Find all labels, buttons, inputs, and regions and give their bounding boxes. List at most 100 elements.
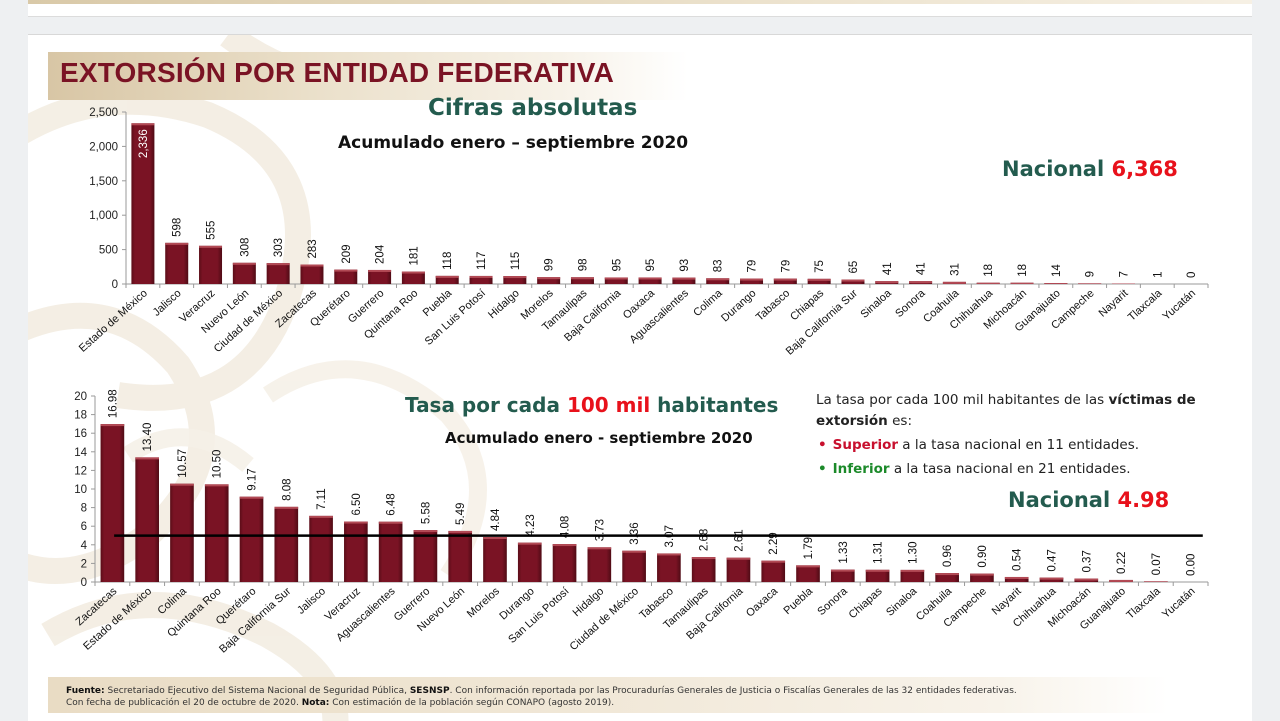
y-tick-label: 10: [74, 484, 87, 496]
previous-slide-edge: [28, 0, 1252, 17]
category-label: Sonora: [815, 585, 850, 618]
bar: [727, 558, 751, 582]
footer-source-rest: . Con información reportada por las Proc…: [450, 686, 1017, 696]
value-label: 2.61: [733, 529, 745, 551]
value-label: 5.58: [420, 502, 432, 524]
bar-highlight: [414, 530, 438, 532]
bar-highlight: [518, 543, 542, 545]
value-label: 16.98: [107, 389, 119, 418]
bar: [518, 543, 542, 582]
bar-highlight: [622, 551, 646, 553]
value-label: 2.68: [699, 529, 711, 551]
value-label: 3.73: [594, 519, 606, 541]
bar-highlight: [448, 531, 472, 533]
value-label: 1.31: [873, 541, 885, 563]
bar-highlight: [692, 557, 716, 559]
bar: [692, 557, 716, 582]
bar: [135, 457, 159, 582]
category-label: Morelos: [465, 585, 502, 620]
bar-highlight: [727, 558, 751, 560]
value-label: 5.49: [455, 503, 467, 525]
bar: [414, 530, 438, 582]
bar: [344, 522, 368, 582]
value-label: 0.47: [1046, 549, 1058, 571]
category-label: Tlaxcala: [1124, 585, 1163, 622]
y-tick-label: 2: [81, 558, 87, 570]
value-label: 13.40: [142, 423, 154, 452]
bar: [657, 553, 681, 582]
value-label: 7.11: [316, 488, 328, 510]
bar: [796, 565, 820, 582]
bar: [448, 531, 472, 582]
footer-source-label: Fuente:: [66, 686, 105, 696]
footer-source-text: Secretariado Ejecutivo del Sistema Nacio…: [105, 686, 410, 696]
value-label: 10.57: [177, 449, 189, 478]
category-label: Aguascalientes: [334, 585, 398, 644]
bar-highlight: [831, 570, 855, 572]
bar-highlight: [866, 570, 890, 572]
category-label: Oaxaca: [744, 585, 781, 620]
y-tick-label: 4: [81, 540, 88, 552]
y-tick-label: 14: [74, 447, 87, 459]
bar: [205, 484, 229, 582]
bar: [101, 424, 125, 582]
category-label: Chiapas: [847, 585, 885, 621]
y-tick-label: 20: [74, 391, 87, 403]
bar-highlight: [344, 522, 368, 524]
category-label: San Luis Potosí: [506, 585, 571, 645]
bar-highlight: [240, 497, 264, 499]
bar-highlight: [901, 570, 925, 572]
value-label: 9.17: [247, 468, 259, 490]
bar: [309, 516, 333, 582]
footer-source: Fuente: Secretariado Ejecutivo del Siste…: [66, 685, 1186, 709]
bar: [170, 484, 194, 582]
y-tick-label: 0: [81, 577, 87, 589]
bar-highlight: [588, 547, 612, 549]
bar: [274, 507, 298, 582]
bar-highlight: [657, 553, 681, 555]
bar-highlight: [379, 522, 403, 524]
bar: [588, 547, 612, 582]
value-label: 1.79: [803, 537, 815, 559]
category-label: Yucatán: [1160, 585, 1198, 621]
previous-slide-gold-band: [28, 0, 1252, 4]
value-label: 1.33: [838, 541, 850, 563]
footer-note-label: Nota:: [302, 698, 330, 708]
category-label: Jalisco: [295, 585, 328, 616]
bar: [761, 561, 785, 582]
value-label: 4.84: [490, 508, 502, 531]
value-label: 6.50: [351, 493, 363, 515]
y-tick-label: 18: [74, 410, 87, 422]
bar-highlight: [1005, 577, 1029, 579]
value-label: 0.37: [1081, 550, 1093, 572]
bar-highlight: [1109, 580, 1133, 582]
bar-highlight: [553, 544, 577, 546]
y-tick-label: 16: [74, 428, 87, 440]
bar-highlight: [483, 537, 507, 539]
slide: EXTORSIÓN POR ENTIDAD FEDERATIVA Cifras …: [28, 34, 1252, 721]
value-label: 3.36: [629, 522, 641, 544]
bar-highlight: [170, 484, 194, 486]
bar-highlight: [1040, 578, 1064, 580]
value-label: 4.23: [525, 514, 537, 536]
y-tick-label: 8: [81, 503, 87, 515]
footer-date: Con fecha de publicación el 20 de octubr…: [66, 698, 302, 708]
value-label: 0.54: [1012, 548, 1024, 571]
value-label: 0.00: [1186, 554, 1198, 576]
value-label: 8.08: [281, 478, 293, 500]
category-label: Puebla: [782, 585, 816, 617]
value-label: 0.90: [977, 545, 989, 567]
bar-highlight: [970, 574, 994, 576]
value-label: 6.48: [386, 493, 398, 515]
value-label: 10.50: [212, 450, 224, 479]
bar-highlight: [796, 565, 820, 567]
value-label: 1.30: [907, 542, 919, 564]
footer-note-text: Con estimación de la población según CON…: [329, 698, 614, 708]
bar-highlight: [135, 457, 159, 459]
bar-highlight: [935, 573, 959, 575]
bar: [240, 497, 264, 582]
bar: [553, 544, 577, 582]
bar-highlight: [761, 561, 785, 563]
bar: [622, 551, 646, 582]
